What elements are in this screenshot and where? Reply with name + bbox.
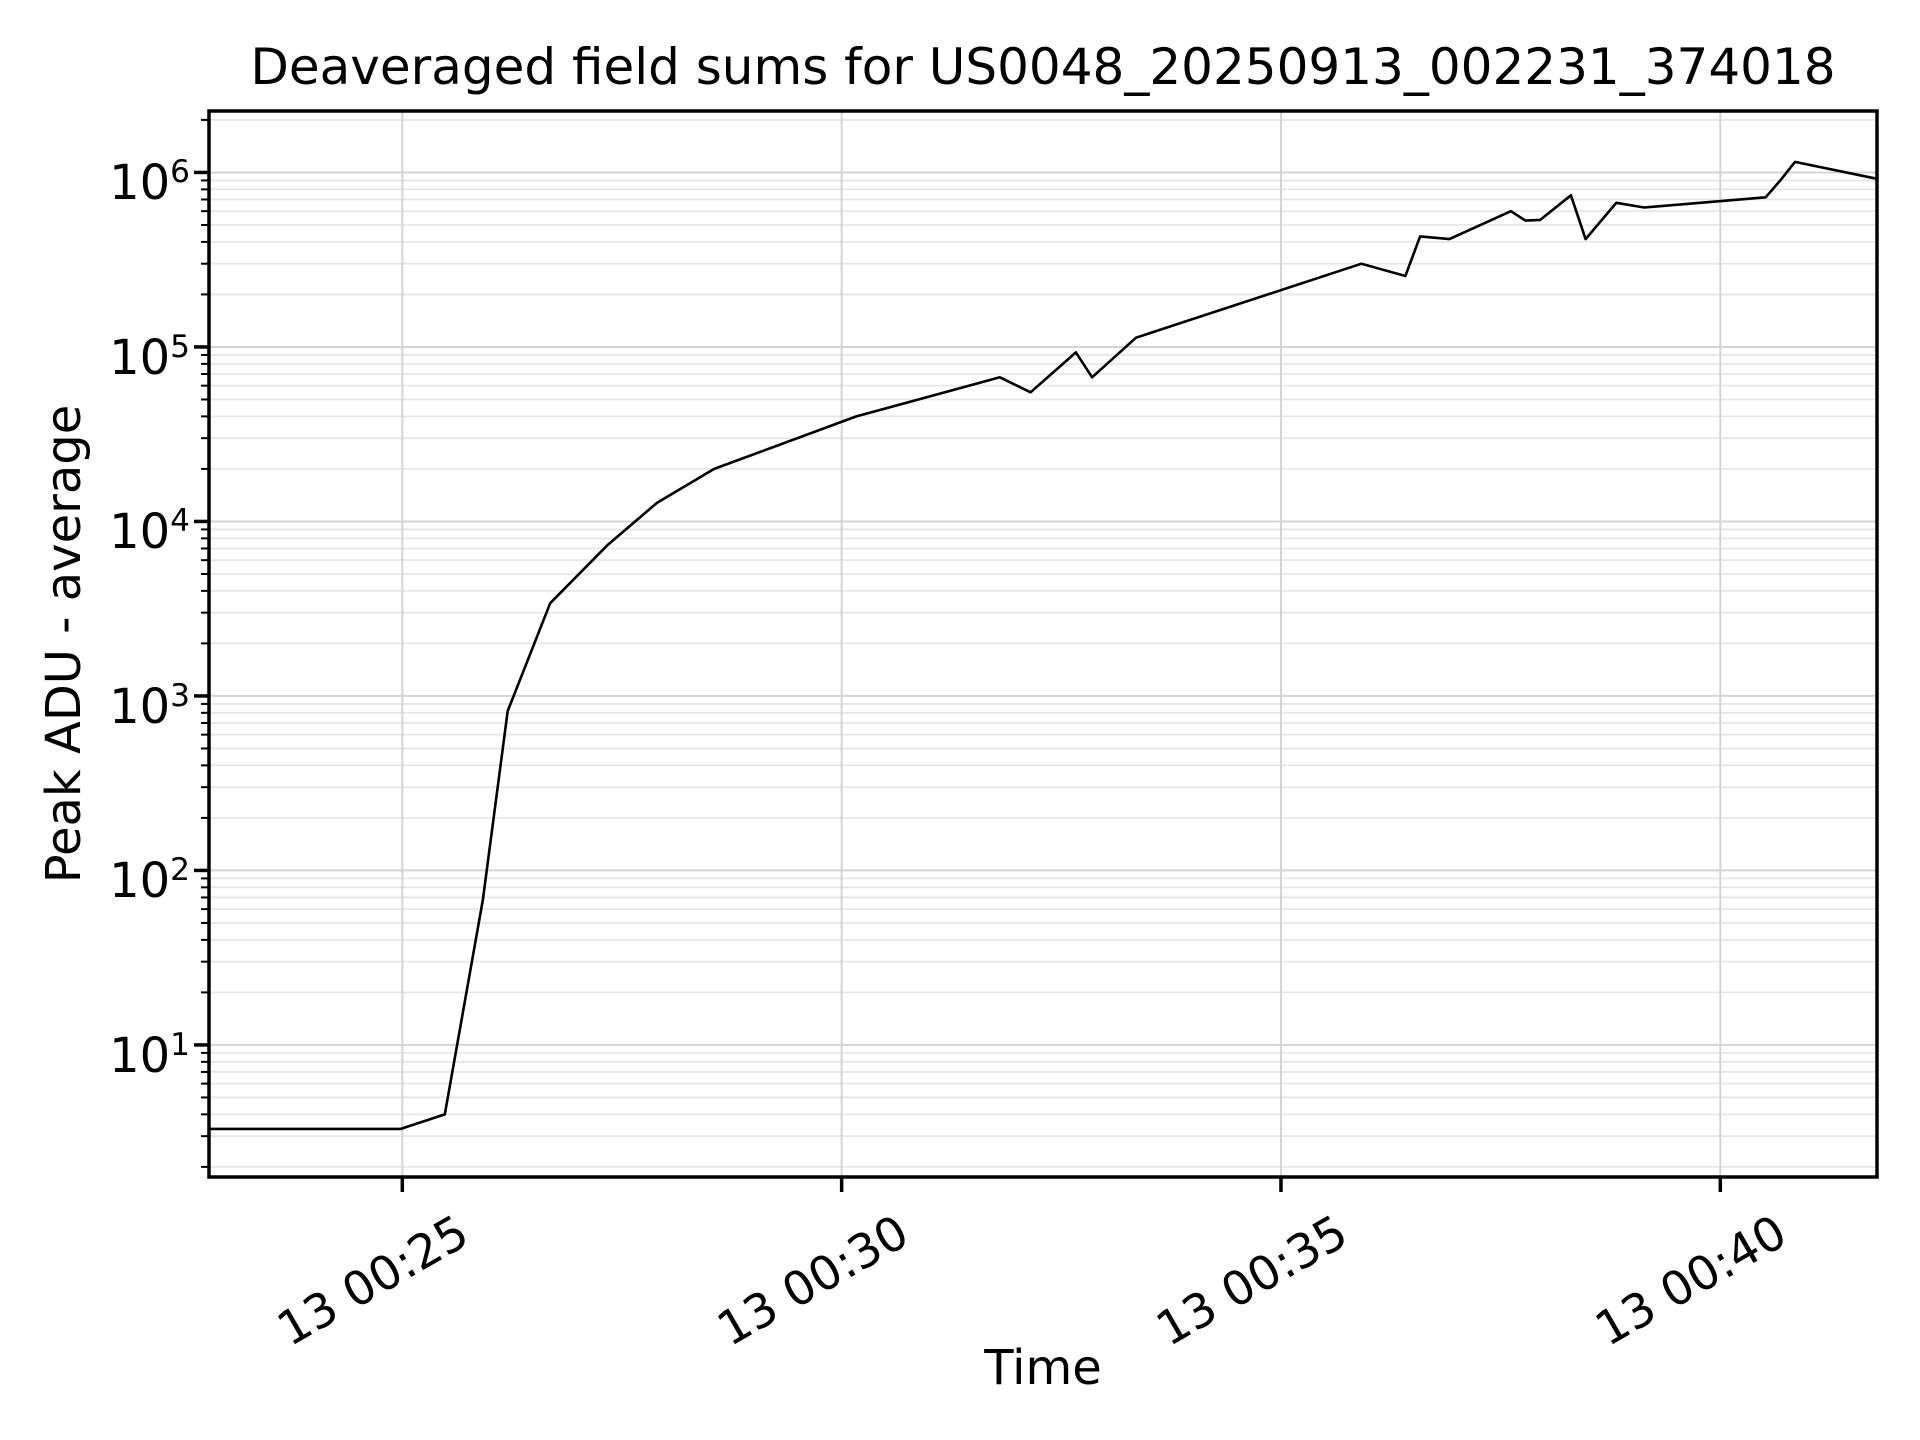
y-tick-label: 102 (109, 852, 190, 909)
axis-ticks (194, 118, 1723, 1192)
y-tick-label: 106 (109, 154, 190, 211)
y-tick-label: 105 (109, 329, 190, 386)
y-tick-label: 104 (109, 503, 190, 560)
x-axis-label: Time (984, 1340, 1102, 1396)
grid-major (209, 111, 1877, 1177)
grid-minor (209, 119, 1877, 1168)
y-tick-label: 103 (109, 678, 190, 735)
y-tick-label: 101 (109, 1027, 190, 1084)
chart-title: Deaveraged field sums for US0048_2025091… (250, 38, 1836, 96)
y-axis-label: Peak ADU - average (36, 404, 92, 884)
data-line (209, 160, 1878, 1131)
data-series (209, 160, 1878, 1131)
